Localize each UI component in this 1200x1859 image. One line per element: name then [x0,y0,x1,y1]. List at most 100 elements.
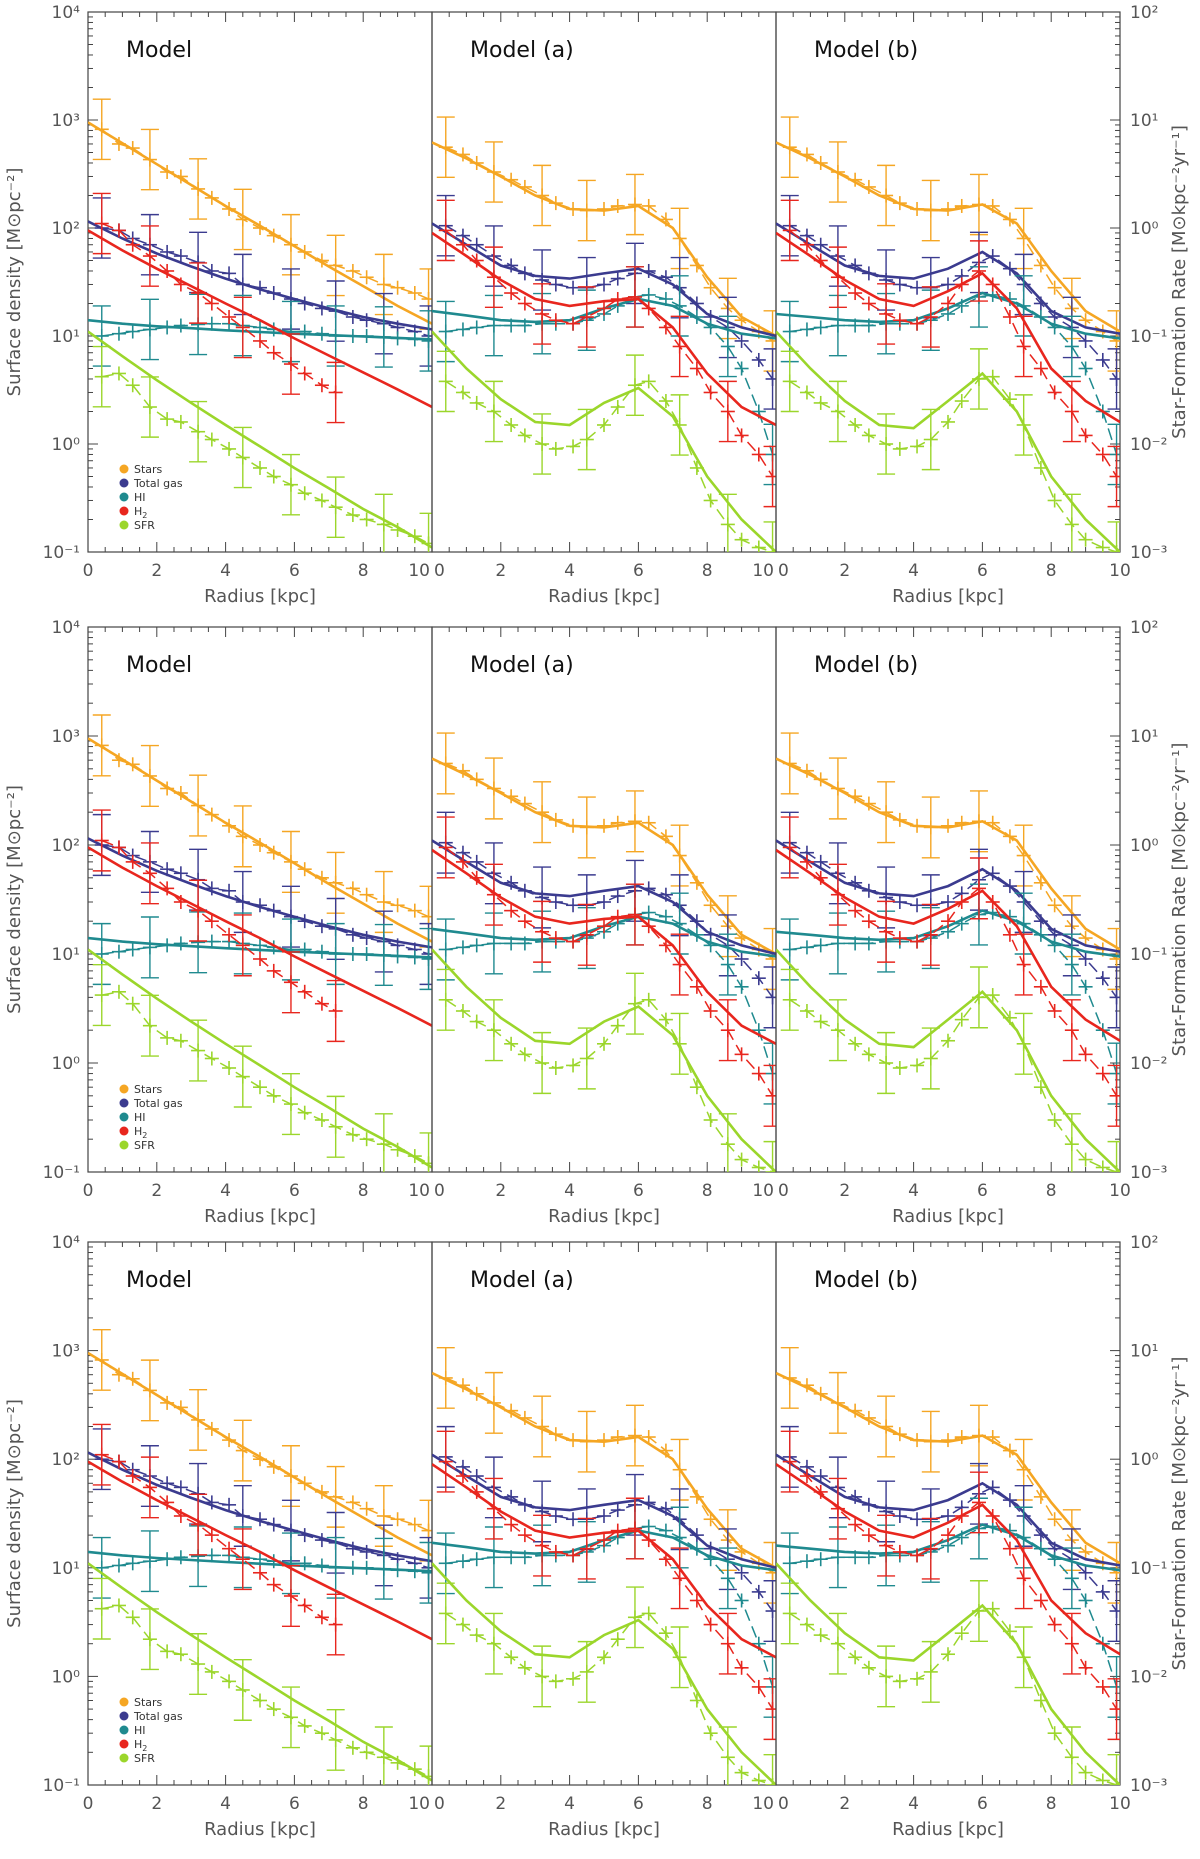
y-axis-title-right: Star-Formation Rate [M⊙kpc⁻²yr⁻¹] [1169,125,1190,439]
x-tick-label: 10 [1109,1794,1131,1814]
x-tick-label: 6 [289,1794,300,1814]
legend-marker [119,1112,129,1122]
legend-subscript: 2 [142,511,147,520]
panel-2-1: 0 2 4 6 8 10 Radius [kpc] Model 10⁻¹ 10⁰ 10¹ 10² 10³… [4,618,433,1227]
legend-label: SFR [134,1752,155,1765]
legend-label: Total gas [133,1097,183,1110]
model-line-sfr [88,948,432,1169]
x-tick-label: 0 [434,1181,445,1201]
x-axis-title: Radius [kpc] [892,1819,1004,1840]
x-tick-label: 10 [408,1794,430,1814]
row-2: 0 2 4 6 8 10 Radius [kpc] Model 10⁻¹ 10⁰ 10¹ 10² 10³… [4,618,1190,1227]
obs-line-total-gas [101,844,429,955]
plot-area [432,732,776,1172]
y-tick-label: 10¹ [52,327,80,347]
obs-line-h2 [445,1461,774,1710]
obs-line-hi [101,322,429,342]
panel-title: Model (b) [814,38,918,63]
panel-1-1: 0 2 4 6 8 10 Radius [kpc] Model 10⁻¹ 10⁰ 10¹ 10² 10³… [4,3,433,607]
y-tick-label-right: 10² [1130,3,1158,23]
legend-marker [119,1140,129,1150]
x-tick-label: 2 [151,561,162,581]
x-tick-label: 8 [358,1181,369,1201]
x-tick-label: 6 [633,561,644,581]
x-tick-label: 4 [908,1181,919,1201]
model-line-total-gas [88,837,432,949]
model-line-total-gas [432,222,776,338]
x-tick-label: 10 [752,1794,774,1814]
legend-label: HI [134,1724,146,1737]
y-tick-label-right: 10⁰ [1130,219,1159,239]
model-line-sfr [88,1562,432,1782]
obs-line-stars [789,1377,1118,1574]
plot-area [432,1346,776,1785]
x-tick-label: 2 [839,1181,850,1201]
x-axis-title: Radius [kpc] [548,1819,660,1840]
y-tick-label: 10⁴ [52,1233,81,1253]
x-tick-label: 6 [289,561,300,581]
model-line-sfr [88,330,432,549]
y-axis-title-right: Star-Formation Rate [M⊙kpc⁻²yr⁻¹] [1169,743,1190,1057]
obs-line-h2 [789,846,1118,1097]
panel-2-2: 0 2 4 6 8 10 Radius [kpc] Model (a) [431,626,777,1227]
plot-area [88,98,432,552]
panel-3-1: 0 2 4 6 8 10 Radius [kpc] Model 10⁻¹ 10⁰ 10¹ 10² 10³… [4,1233,433,1840]
obs-line-stars [789,146,1118,342]
legend-label: Stars [134,1696,163,1709]
y-tick-label: 10⁻¹ [43,1776,80,1796]
legend-label: H2 [134,505,147,520]
obs-line-h2 [101,222,337,394]
panel-3-2: 0 2 4 6 8 10 Radius [kpc] Model (a) [431,1241,777,1840]
model-line-total-gas [88,1451,432,1563]
model-line-total-gas [776,222,1120,335]
x-tick-label: 6 [977,1181,988,1201]
plot-area [432,116,776,552]
plot-area [88,1328,432,1785]
y-tick-label-right: 10⁻³ [1130,1776,1167,1796]
x-axis-title: Radius [kpc] [548,1206,660,1227]
x-tick-label: 8 [702,1794,713,1814]
model-line-h2 [88,229,432,409]
legend-marker [119,478,129,488]
y-axis-title-left: Surface density [M⊙pc⁻²] [4,785,25,1014]
model-line-sfr [776,948,1120,1172]
obs-line-total-gas [101,1458,429,1569]
x-axis-title: Radius [kpc] [204,1819,316,1840]
legend-label: HI [134,1111,146,1124]
obs-line-hi [101,940,429,960]
obs-line-h2 [789,1461,1118,1710]
legend-marker [119,1084,129,1094]
y-tick-label-right: 10⁰ [1130,836,1159,856]
plot-area [776,116,1120,552]
y-tick-label-right: 10⁰ [1130,1450,1159,1470]
y-tick-label: 10⁴ [52,3,81,23]
plot-area [776,732,1120,1172]
panel-2-3: 0 2 4 6 8 10 Radius [kpc] Model (b) 10⁻³ 10⁻² 10⁻¹… [775,618,1190,1227]
model-line-sfr [432,948,776,1172]
obs-line-stars [445,762,774,960]
model-line-total-gas [88,220,432,331]
model-line-sfr [432,330,776,552]
y-tick-label: 10² [52,1450,80,1470]
y-tick-label: 10¹ [52,1559,80,1579]
panel-3-3: 0 2 4 6 8 10 Radius [kpc] Model (b) 10⁻³ 10⁻² 10⁻¹… [775,1233,1190,1840]
model-line-total-gas [432,839,776,956]
model-line-sfr [776,330,1120,552]
x-tick-label: 8 [1046,1181,1057,1201]
x-tick-label: 0 [434,561,445,581]
y-tick-label: 10¹ [52,945,80,965]
y-tick-label-right: 10¹ [1130,1342,1158,1362]
model-line-sfr [432,1562,776,1785]
legend-marker [119,1126,129,1136]
legend-label: SFR [134,1139,155,1152]
x-tick-label: 0 [83,1794,94,1814]
obs-line-hi [445,911,774,1074]
y-axis-title-left: Surface density [M⊙pc⁻²] [4,1399,25,1628]
row-1: 0 2 4 6 8 10 Radius [kpc] Model 10⁻¹ 10⁰ 10¹ 10² 10³… [4,3,1190,607]
y-tick-label: 10³ [52,727,80,747]
x-tick-label: 4 [908,1794,919,1814]
obs-line-total-gas [101,227,429,337]
